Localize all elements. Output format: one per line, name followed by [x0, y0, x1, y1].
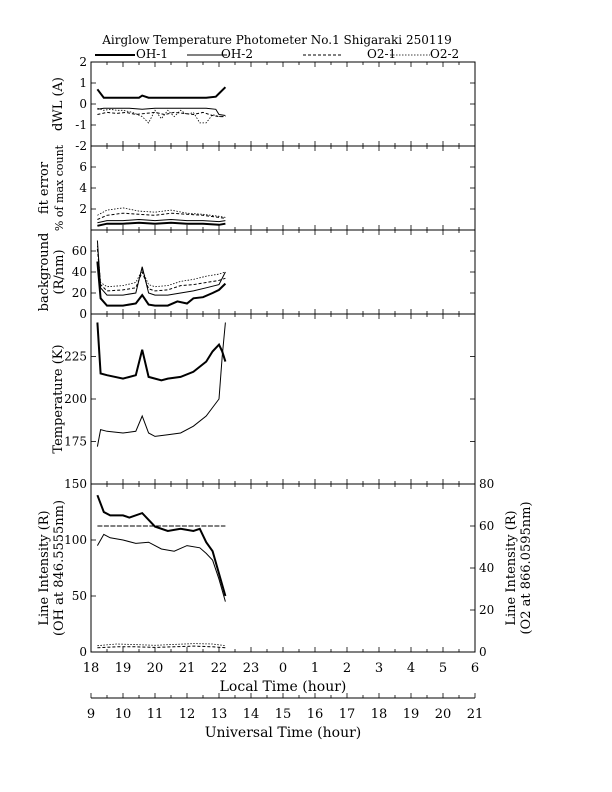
series-line-oh-2: [96, 322, 226, 447]
x-ut-axis-label: Universal Time (hour): [205, 725, 362, 741]
legend-label-o2-1: O2-1: [367, 47, 396, 61]
x-local-tick-label: 18: [83, 661, 100, 676]
panel-frame: [90, 145, 476, 231]
series-line-oh-1: [96, 494, 227, 597]
series-line-o2-2: [97, 107, 226, 124]
x-ut-tick-label: 19: [403, 707, 420, 722]
x-ut-tick-label: 15: [275, 707, 292, 722]
x-local-tick-label: 22: [211, 661, 228, 676]
x-local-tick-label: 2: [343, 661, 351, 676]
legend: OH-1 OH-2 O2-1 O2-2: [95, 47, 459, 61]
y-right-tick-label: 80: [479, 477, 494, 491]
x-ut-tick-label: 13: [211, 707, 228, 722]
series-line-oh-1: [96, 86, 227, 99]
x-local-tick-label: 21: [179, 661, 196, 676]
series-line-o2-2: [97, 245, 226, 288]
y-tick-label: 0: [79, 97, 87, 111]
y-tick-label: 2: [79, 202, 87, 216]
series-line-oh-1: [96, 322, 227, 382]
x-local-tick-label: 3: [375, 661, 383, 676]
x-ut-tick-label: 10: [115, 707, 132, 722]
x-local-tick-label: 20: [147, 661, 164, 676]
y-axis-label: fit error: [37, 161, 52, 214]
x-ut-tick-label: 21: [467, 707, 484, 722]
y-right-axis-label-2: (O2 at 866.0595nm): [519, 501, 534, 634]
y-axis-label: Temperature (K): [51, 344, 66, 453]
series-line-o2-2: [97, 207, 226, 218]
series-line-o2-1: [96, 248, 226, 292]
y-tick-label: 175: [64, 435, 87, 449]
y-tick-label: 225: [64, 350, 87, 364]
panels: -2 -1 0 1 2 dWL (A) 2 4 6 fit error% of max count…: [37, 55, 534, 659]
x-local-tick-label: 1: [311, 661, 319, 676]
series-line-oh-2: [96, 240, 226, 296]
y-right-tick-label: 40: [479, 561, 494, 575]
panel-dWL: -2 -1 0 1 2 dWL (A): [51, 55, 476, 153]
series-line-oh-2: [97, 218, 226, 224]
x-local-tick-label: 23: [243, 661, 260, 676]
y-tick-label: -1: [75, 118, 87, 132]
x-ut-tick-label: 17: [339, 707, 356, 722]
x-ut-tick-label: 20: [435, 707, 452, 722]
y-tick-label: 200: [64, 392, 87, 406]
series-line-o2-1: [97, 111, 226, 118]
x-ut-tick-label: 16: [307, 707, 324, 722]
x-local-tick-label: 19: [115, 661, 132, 676]
legend-label-oh-1: OH-1: [136, 47, 168, 61]
x-local-tick-label: 6: [471, 661, 479, 676]
x-local-tick-label: 0: [279, 661, 287, 676]
x-ut-tick-label: 9: [87, 707, 95, 722]
y-axis-label: Line Intensity (R): [37, 510, 52, 625]
panel-frame: [90, 313, 476, 485]
y-tick-label: 20: [72, 286, 87, 300]
x-ut-tick-label: 12: [179, 707, 196, 722]
y-axis-label-2: (OH at 846.5555nm): [52, 500, 67, 636]
y-tick-label: 6: [79, 160, 87, 174]
y-right-tick-label: 60: [479, 519, 494, 533]
y-tick-label: 60: [72, 244, 87, 258]
series-line-o2-2: [97, 643, 226, 647]
y-tick-label: 0: [79, 307, 87, 321]
x-local-tick-label: 4: [407, 661, 415, 676]
legend-label-o2-2: O2-2: [430, 47, 459, 61]
x-ut-tick-label: 14: [243, 707, 260, 722]
panel-frame: [90, 61, 476, 147]
x-ut-tick-label: 11: [147, 707, 164, 722]
series-line-oh-2: [96, 533, 226, 602]
series-line-oh-1: [97, 221, 226, 227]
panel-frame: [90, 229, 476, 315]
panel-background: 0 20 40 60 background (R/nm): [37, 229, 476, 321]
chart-title: Airglow Temperature Photometer No.1 Shig…: [101, 33, 452, 47]
y-right-tick-label: 0: [479, 645, 487, 659]
y-axis-label: background: [37, 233, 52, 312]
series-line-oh-2: [97, 107, 226, 116]
y-tick-label: 150: [64, 477, 87, 491]
y-tick-label: 2: [79, 55, 87, 69]
legend-label-oh-2: OH-2: [221, 47, 253, 61]
y-axis-label-2: % of max count: [53, 144, 66, 231]
x-ut-tick-label: 18: [371, 707, 388, 722]
y-tick-label: 4: [79, 181, 87, 195]
y-right-tick-label: 20: [479, 603, 494, 617]
panel-fit-error: 2 4 6 fit error% of max count: [37, 144, 476, 231]
y-axis-label-2: (R/nm): [52, 249, 67, 294]
series-line-o2-1: [97, 212, 226, 220]
y-tick-label: -2: [75, 139, 87, 153]
x-local-axis-label: Local Time (hour): [220, 679, 347, 695]
y-tick-label: 1: [79, 76, 87, 90]
y-tick-label: 100: [64, 533, 87, 547]
x-local-tick-label: 5: [439, 661, 447, 676]
y-right-axis-label: Line Intensity (R): [504, 510, 519, 625]
y-tick-label: 0: [79, 645, 87, 659]
y-tick-label: 40: [72, 265, 87, 279]
y-tick-label: 50: [72, 589, 87, 603]
series-line-oh-1: [96, 261, 227, 307]
series-line-o2-1: [97, 645, 226, 649]
y-axis-label: dWL (A): [51, 77, 66, 131]
panel-frame: [90, 483, 476, 653]
